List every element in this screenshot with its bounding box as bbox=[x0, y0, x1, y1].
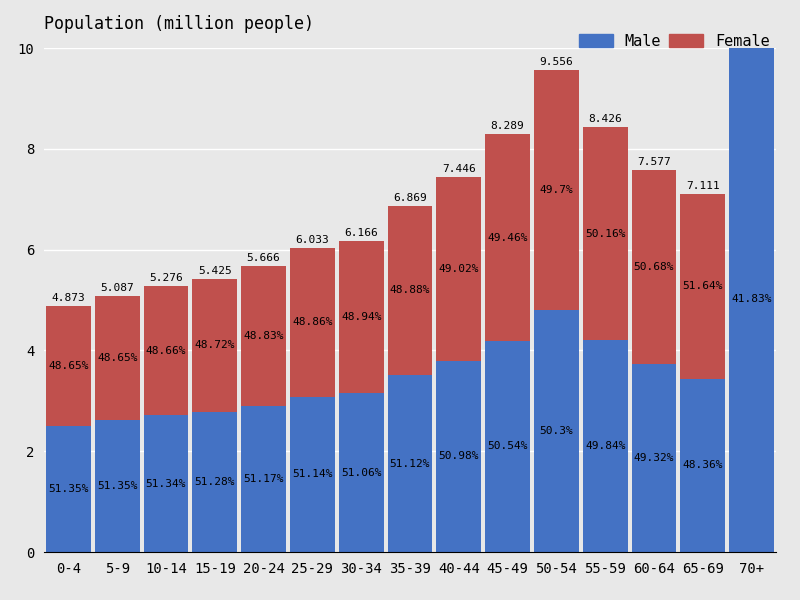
Bar bbox=[338, 241, 384, 394]
Text: 50.3%: 50.3% bbox=[539, 426, 574, 436]
Text: 5.087: 5.087 bbox=[100, 283, 134, 293]
Text: 51.28%: 51.28% bbox=[194, 477, 235, 487]
Text: 48.65%: 48.65% bbox=[48, 361, 89, 371]
Text: 51.35%: 51.35% bbox=[97, 481, 138, 491]
Text: 4.873: 4.873 bbox=[51, 293, 86, 304]
Bar bbox=[143, 286, 189, 415]
Bar bbox=[436, 361, 482, 552]
Text: 6.166: 6.166 bbox=[344, 228, 378, 238]
Bar bbox=[94, 421, 140, 552]
Text: 8.289: 8.289 bbox=[490, 121, 525, 131]
Text: 51.35%: 51.35% bbox=[48, 484, 89, 494]
Text: 41.83%: 41.83% bbox=[731, 294, 772, 304]
Text: 48.65%: 48.65% bbox=[97, 353, 138, 363]
Text: 49.02%: 49.02% bbox=[438, 264, 479, 274]
Bar bbox=[387, 375, 433, 552]
Text: 49.7%: 49.7% bbox=[539, 185, 574, 195]
Bar bbox=[582, 127, 628, 340]
Text: 49.46%: 49.46% bbox=[487, 233, 528, 242]
Text: 51.14%: 51.14% bbox=[292, 469, 333, 479]
Text: 48.83%: 48.83% bbox=[243, 331, 284, 341]
Legend: Male, Female: Male, Female bbox=[573, 28, 776, 55]
Text: 48.88%: 48.88% bbox=[390, 286, 430, 295]
Text: Population (million people): Population (million people) bbox=[44, 15, 314, 33]
Bar bbox=[46, 426, 91, 552]
Text: 51.34%: 51.34% bbox=[146, 479, 186, 489]
Text: 50.54%: 50.54% bbox=[487, 442, 528, 451]
Text: 7.577: 7.577 bbox=[637, 157, 671, 167]
Bar bbox=[338, 394, 384, 552]
Text: 48.36%: 48.36% bbox=[682, 460, 723, 470]
Text: 7.446: 7.446 bbox=[442, 164, 476, 173]
Bar bbox=[46, 307, 91, 426]
Text: 50.98%: 50.98% bbox=[438, 451, 479, 461]
Bar bbox=[485, 134, 530, 341]
Text: 9.556: 9.556 bbox=[539, 58, 574, 67]
Bar bbox=[241, 266, 286, 406]
Text: 48.94%: 48.94% bbox=[341, 312, 382, 322]
Bar bbox=[729, 0, 774, 46]
Text: 51.06%: 51.06% bbox=[341, 467, 382, 478]
Bar bbox=[290, 397, 335, 552]
Bar bbox=[582, 340, 628, 552]
Bar bbox=[485, 341, 530, 552]
Text: 5.666: 5.666 bbox=[246, 253, 281, 263]
Text: 7.111: 7.111 bbox=[686, 181, 720, 191]
Bar bbox=[192, 278, 238, 412]
Text: 49.32%: 49.32% bbox=[634, 453, 674, 463]
Bar bbox=[631, 170, 677, 364]
Bar bbox=[534, 70, 579, 310]
Text: 51.64%: 51.64% bbox=[682, 281, 723, 291]
Text: 50.68%: 50.68% bbox=[634, 262, 674, 272]
Text: 8.426: 8.426 bbox=[588, 115, 622, 124]
Bar bbox=[729, 46, 774, 552]
Bar bbox=[680, 379, 726, 552]
Bar bbox=[436, 177, 482, 361]
Text: 50.16%: 50.16% bbox=[585, 229, 626, 239]
Bar bbox=[631, 364, 677, 552]
Text: 6.869: 6.869 bbox=[393, 193, 427, 203]
Bar bbox=[241, 406, 286, 552]
Text: 5.425: 5.425 bbox=[198, 266, 232, 275]
Bar bbox=[290, 248, 335, 397]
Bar bbox=[387, 206, 433, 375]
Bar bbox=[192, 412, 238, 552]
Text: 48.66%: 48.66% bbox=[146, 346, 186, 356]
Text: 6.033: 6.033 bbox=[295, 235, 330, 245]
Text: 48.86%: 48.86% bbox=[292, 317, 333, 327]
Text: 48.72%: 48.72% bbox=[194, 340, 235, 350]
Bar bbox=[94, 296, 140, 421]
Text: 49.84%: 49.84% bbox=[585, 441, 626, 451]
Bar bbox=[143, 415, 189, 552]
Bar bbox=[534, 310, 579, 552]
Text: 5.276: 5.276 bbox=[149, 273, 183, 283]
Text: 51.12%: 51.12% bbox=[390, 458, 430, 469]
Text: 51.17%: 51.17% bbox=[243, 474, 284, 484]
Bar bbox=[680, 194, 726, 379]
